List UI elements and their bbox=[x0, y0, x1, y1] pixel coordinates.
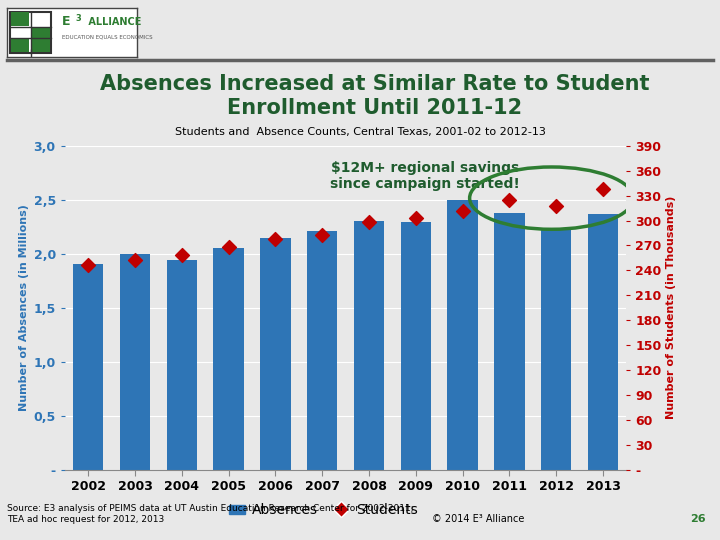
Text: Students and  Absence Counts, Central Texas, 2001-02 to 2012-13: Students and Absence Counts, Central Tex… bbox=[174, 127, 546, 137]
Point bbox=[317, 231, 328, 239]
Text: Source: E3 analysis of PEIMS data at UT Austin Education Research Center for 200: Source: E3 analysis of PEIMS data at UT … bbox=[7, 504, 414, 524]
Bar bbox=[447, 200, 478, 470]
Text: 3: 3 bbox=[76, 14, 81, 23]
Y-axis label: Number of Students (in Thousands): Number of Students (in Thousands) bbox=[666, 196, 676, 420]
Point bbox=[82, 260, 94, 269]
Point bbox=[410, 214, 422, 222]
Text: E: E bbox=[62, 15, 70, 28]
Text: Enrollment Until 2011-12: Enrollment Until 2011-12 bbox=[227, 98, 522, 118]
Point bbox=[456, 206, 468, 215]
Text: Absences Increased at Similar Rate to Student: Absences Increased at Similar Rate to St… bbox=[99, 73, 649, 94]
Bar bbox=[494, 213, 525, 470]
Text: 26: 26 bbox=[690, 514, 706, 524]
Bar bbox=[73, 264, 104, 470]
FancyBboxPatch shape bbox=[32, 27, 50, 38]
Bar bbox=[354, 221, 384, 470]
Bar bbox=[260, 238, 291, 470]
Point bbox=[551, 201, 562, 210]
FancyBboxPatch shape bbox=[11, 12, 30, 26]
Y-axis label: Number of Absences (in Millions): Number of Absences (in Millions) bbox=[19, 204, 30, 411]
Point bbox=[269, 234, 281, 243]
Bar bbox=[541, 229, 572, 470]
Legend: Absences, Students: Absences, Students bbox=[223, 498, 423, 523]
Point bbox=[130, 256, 141, 265]
Point bbox=[504, 195, 516, 204]
Point bbox=[363, 218, 374, 227]
Bar bbox=[400, 222, 431, 470]
FancyBboxPatch shape bbox=[32, 39, 50, 52]
Bar bbox=[213, 248, 244, 470]
Bar bbox=[120, 254, 150, 470]
Bar bbox=[166, 260, 197, 470]
Bar bbox=[307, 231, 338, 470]
Text: © 2014 E³ Alliance: © 2014 E³ Alliance bbox=[432, 514, 524, 524]
Text: $12M+ regional savings
since campaign started!: $12M+ regional savings since campaign st… bbox=[330, 161, 520, 191]
Text: EDUCATION EQUALS ECONOMICS: EDUCATION EQUALS ECONOMICS bbox=[62, 35, 152, 40]
FancyBboxPatch shape bbox=[11, 39, 30, 52]
Point bbox=[176, 251, 187, 260]
Text: ALLIANCE: ALLIANCE bbox=[85, 17, 141, 26]
Point bbox=[222, 243, 234, 252]
Point bbox=[598, 185, 609, 193]
Bar bbox=[588, 214, 618, 470]
